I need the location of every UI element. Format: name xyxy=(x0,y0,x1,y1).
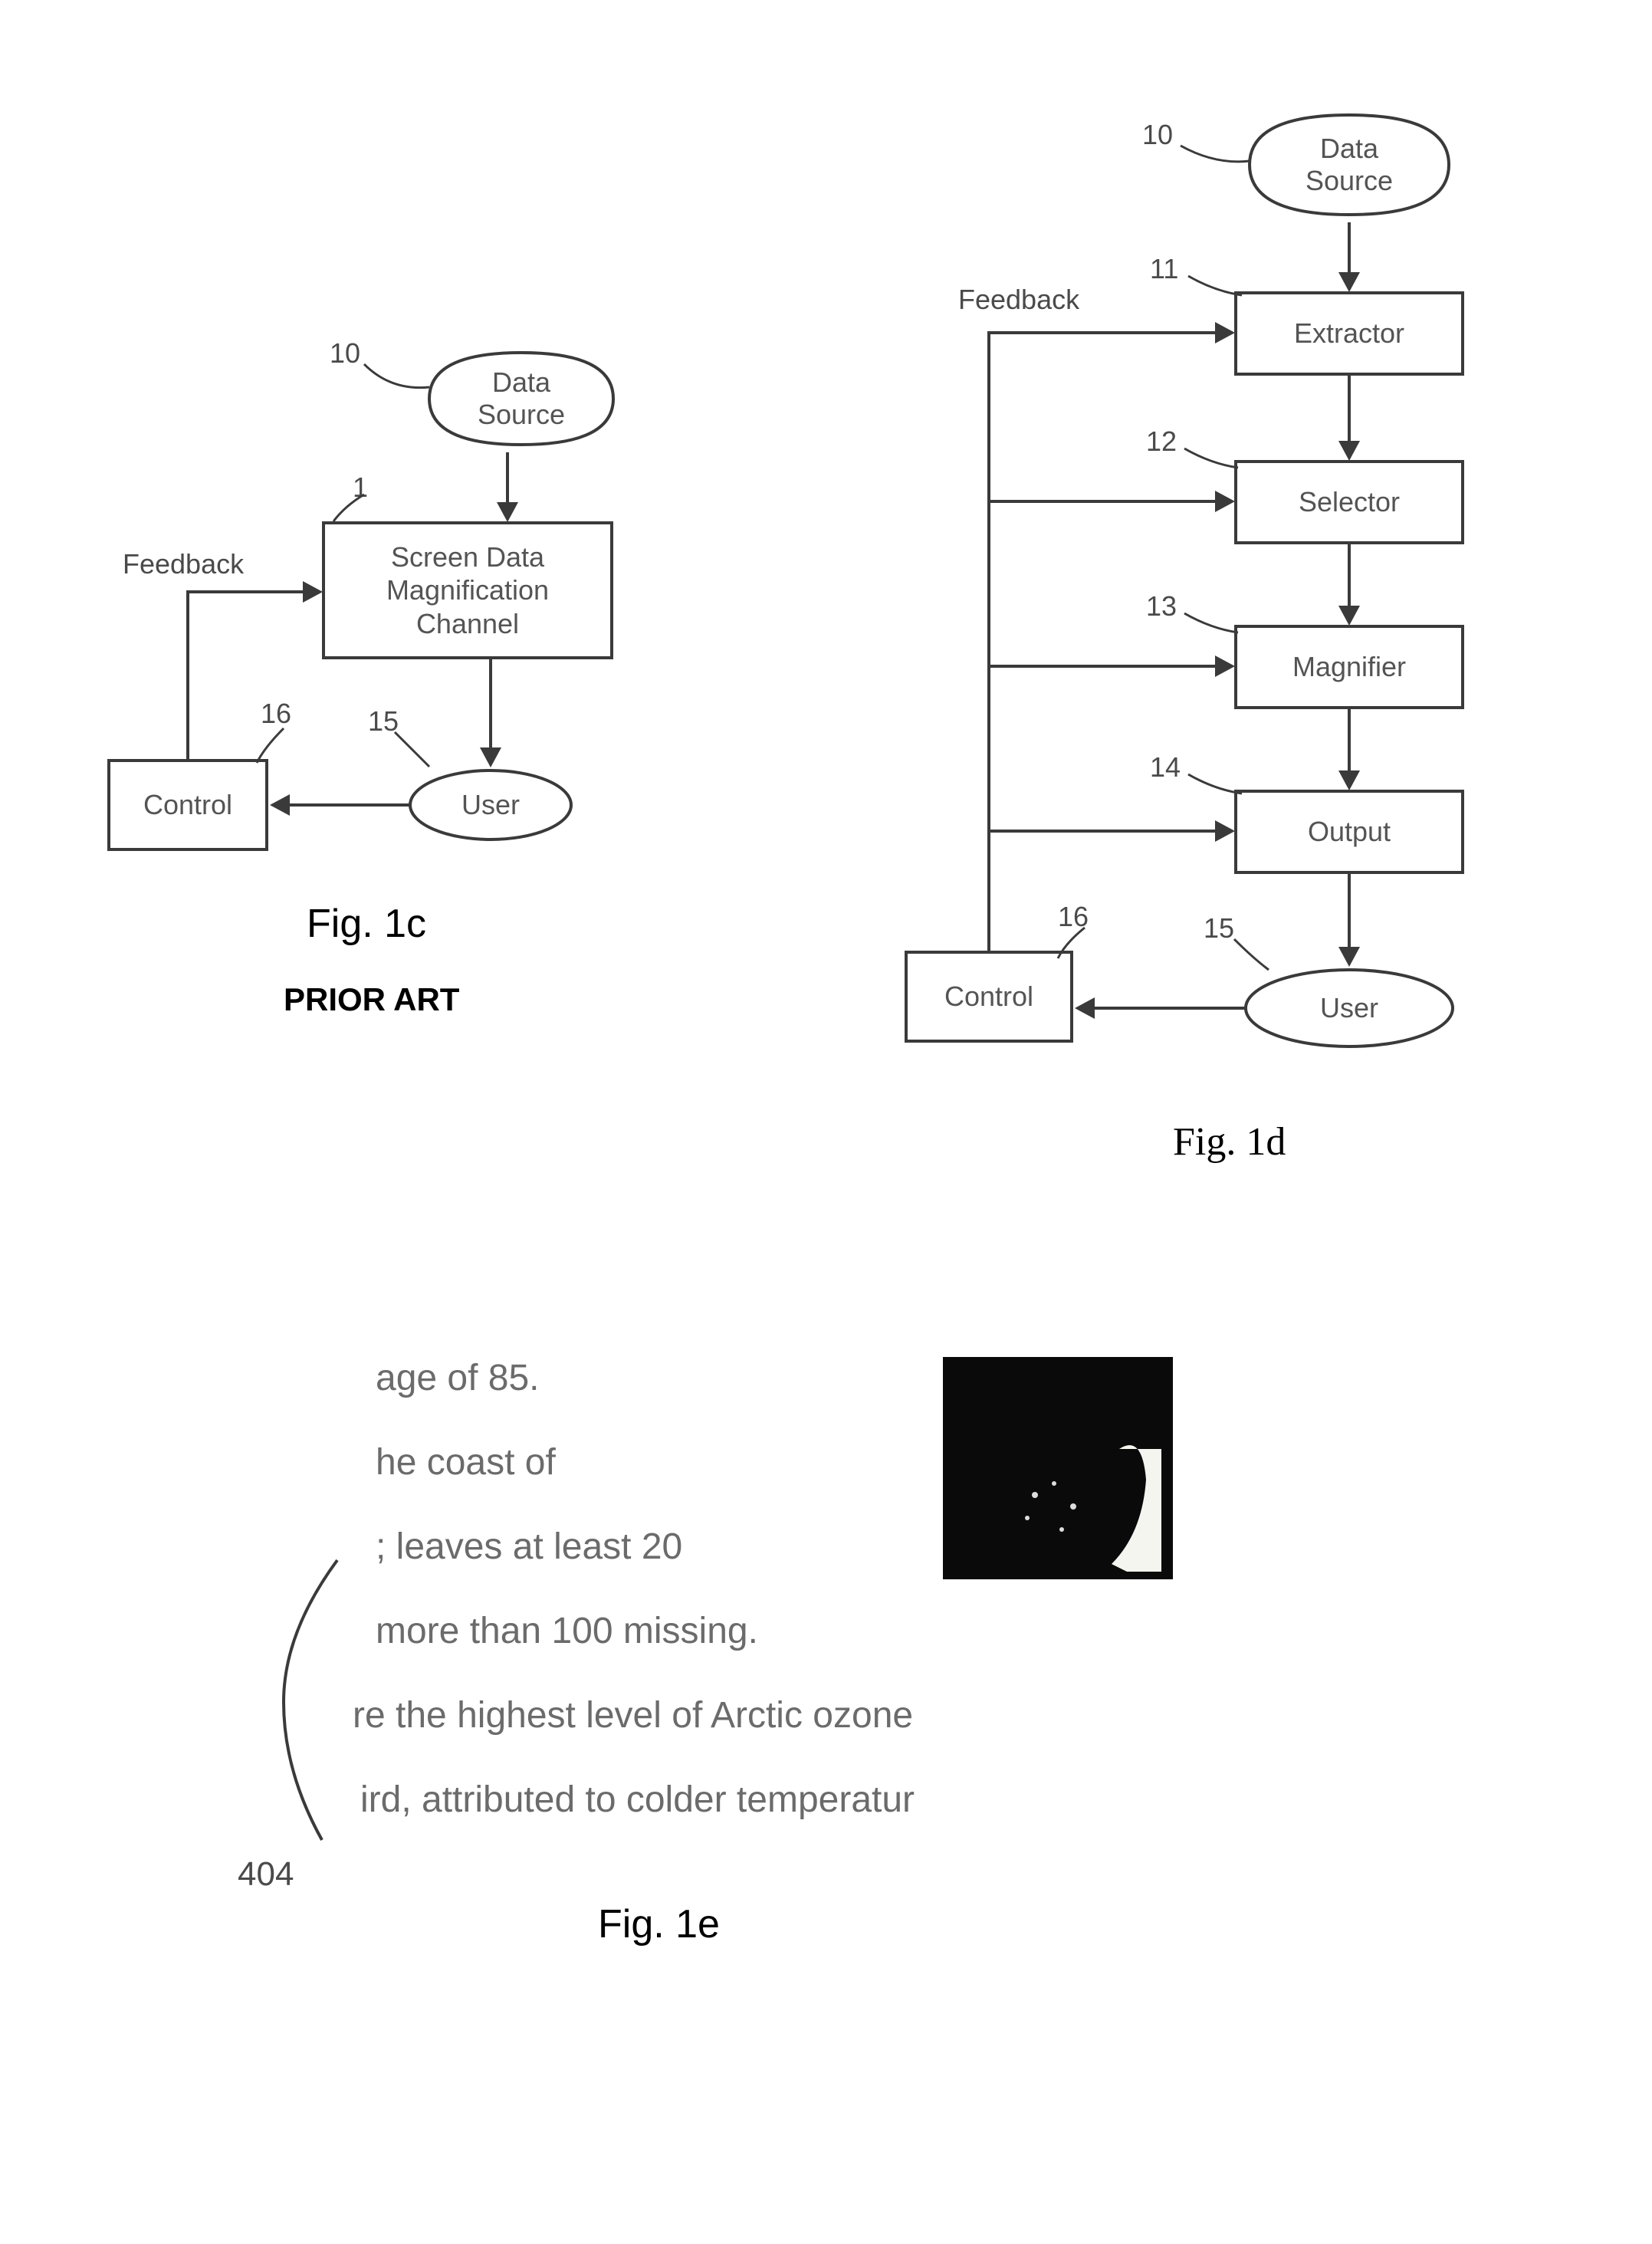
leader-404 xyxy=(276,1556,368,1848)
arrow-head xyxy=(1338,947,1360,967)
node-label: Control xyxy=(143,788,232,821)
arrow-head xyxy=(1215,820,1235,842)
fig-1e-caption: Fig. 1e xyxy=(598,1901,720,1947)
node-user-1d: User xyxy=(1242,966,1457,1050)
ref-404: 404 xyxy=(238,1855,294,1894)
news-line-1: he coast of xyxy=(376,1441,556,1483)
fig-1c-caption: Fig. 1c xyxy=(307,901,426,947)
news-thumbnail xyxy=(943,1357,1173,1579)
feedback-label-1c: Feedback xyxy=(123,548,244,580)
leader-15-1d xyxy=(1230,935,1276,974)
ref-10-1d: 10 xyxy=(1142,119,1173,151)
leader-1-1c xyxy=(330,491,376,529)
node-label: Screen Data Magnification Channel xyxy=(386,540,549,640)
ref-11: 11 xyxy=(1150,253,1178,285)
branch-mag xyxy=(987,665,1217,668)
arrow-head xyxy=(1338,272,1360,292)
node-channel: Screen Data Magnification Channel xyxy=(322,521,613,659)
arrow-user-control xyxy=(287,803,410,807)
news-line-2: ; leaves at least 20 xyxy=(376,1526,682,1568)
branch-ext xyxy=(987,331,1217,334)
node-user-1c: User xyxy=(406,767,575,843)
news-line-3: more than 100 missing. xyxy=(376,1610,758,1652)
feedback-label-1d: Feedback xyxy=(958,284,1079,316)
ref-14: 14 xyxy=(1150,751,1181,784)
branch-out xyxy=(987,830,1217,833)
arrow-head xyxy=(1215,491,1235,512)
node-extractor: Extractor xyxy=(1234,291,1464,376)
node-label: Output xyxy=(1308,815,1391,848)
ref-12: 12 xyxy=(1146,425,1177,458)
arrow-head xyxy=(1215,655,1235,677)
fig-1d-caption: Fig. 1d xyxy=(1173,1119,1286,1165)
node-control-1d: Control xyxy=(905,951,1073,1043)
node-label: Data Source xyxy=(1306,133,1393,197)
node-label: Magnifier xyxy=(1292,650,1406,683)
node-output: Output xyxy=(1234,790,1464,874)
arrow-head xyxy=(1338,606,1360,626)
arrow-head xyxy=(480,747,501,767)
ref-10-1c: 10 xyxy=(330,337,360,370)
node-selector: Selector xyxy=(1234,460,1464,544)
leader-13 xyxy=(1181,609,1242,640)
leader-14 xyxy=(1184,770,1246,801)
node-data-source-1c: Data Source xyxy=(422,345,621,452)
feedback-trunk xyxy=(987,331,990,951)
leader-11 xyxy=(1184,272,1246,303)
arrow-user-control-1d xyxy=(1092,1007,1246,1010)
arrow-head xyxy=(303,581,323,603)
news-line-5: ird, attributed to colder temperatur xyxy=(360,1779,915,1821)
node-data-source-1d: Data Source xyxy=(1242,107,1457,222)
arrow-head xyxy=(1338,441,1360,461)
arrow-mag-out xyxy=(1348,709,1351,774)
leader-16-1c xyxy=(253,724,299,770)
leader-10-1c xyxy=(360,360,437,399)
node-label: Data Source xyxy=(478,366,565,431)
leader-12 xyxy=(1181,445,1242,475)
node-label: Control xyxy=(944,980,1033,1013)
node-magnifier: Magnifier xyxy=(1234,625,1464,709)
node-control-1c: Control xyxy=(107,759,268,851)
arrow-sel-mag xyxy=(1348,544,1351,609)
arrow-ds-channel xyxy=(506,452,509,506)
arrow-channel-user xyxy=(489,659,492,751)
node-label: User xyxy=(461,789,520,821)
leader-16-1d xyxy=(1054,924,1100,962)
leader-15-1c xyxy=(391,728,437,774)
arrow-head xyxy=(1338,770,1360,790)
feedback-hline xyxy=(186,590,305,593)
prior-art-label: PRIOR ART xyxy=(284,981,459,1018)
ref-13: 13 xyxy=(1146,590,1177,623)
leader-10-1d xyxy=(1177,142,1253,172)
node-label: User xyxy=(1320,992,1378,1024)
arrow-head xyxy=(1075,997,1095,1019)
feedback-vline xyxy=(186,590,189,759)
arrow-ds-ext xyxy=(1348,222,1351,274)
arrow-out-user xyxy=(1348,874,1351,951)
arrow-ext-sel xyxy=(1348,376,1351,445)
news-line-0: age of 85. xyxy=(376,1357,540,1399)
node-label: Extractor xyxy=(1294,317,1404,350)
node-label: Selector xyxy=(1299,485,1400,518)
arrow-head xyxy=(1215,322,1235,343)
arrow-head xyxy=(497,502,518,522)
arrow-head xyxy=(270,794,290,816)
branch-sel xyxy=(987,500,1217,503)
news-line-4: re the highest level of Arctic ozone xyxy=(353,1694,913,1736)
